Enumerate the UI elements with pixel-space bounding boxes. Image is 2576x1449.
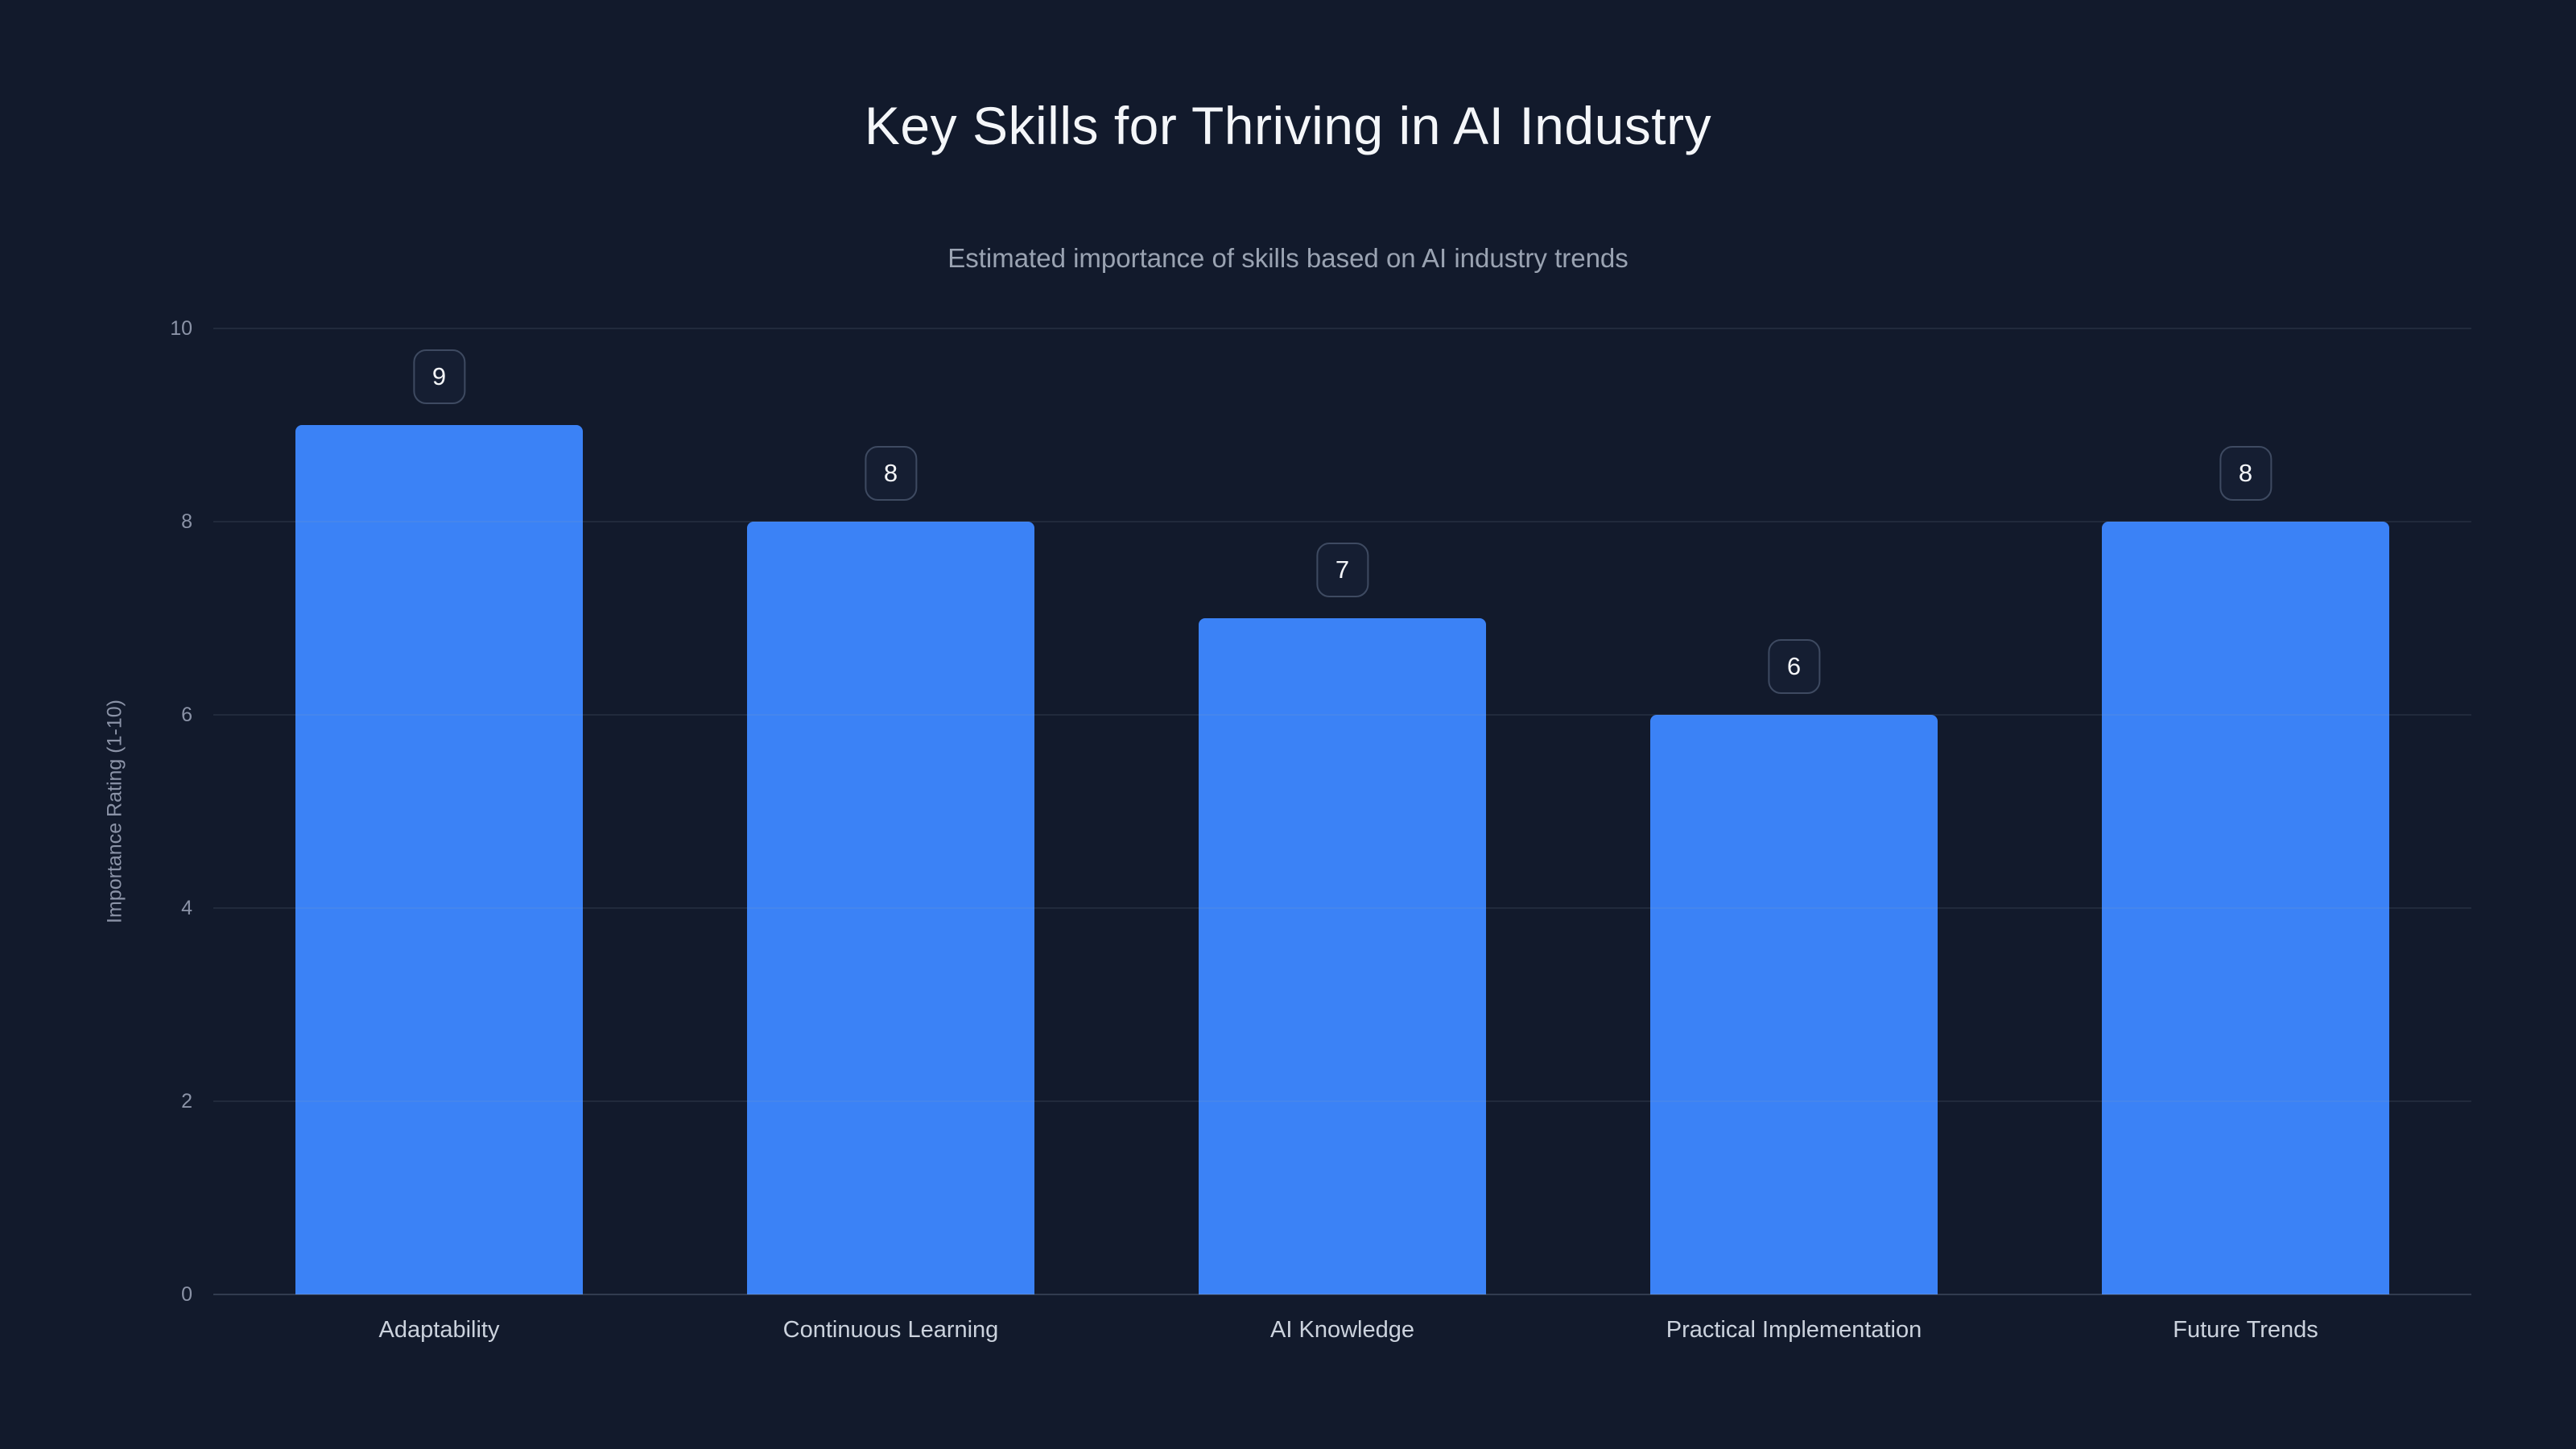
value-badge: 8 xyxy=(864,446,918,501)
y-tick-label: 4 xyxy=(181,897,192,919)
gridline xyxy=(213,521,2471,522)
gridline xyxy=(213,907,2471,909)
gridline xyxy=(213,1100,2471,1102)
x-axis-label: Future Trends xyxy=(2173,1317,2318,1343)
bar-group: 6 xyxy=(1568,328,2020,1294)
bar-group: 8 xyxy=(2020,328,2471,1294)
gridline xyxy=(213,328,2471,329)
y-tick-label: 0 xyxy=(181,1283,192,1306)
bar-group: 7 xyxy=(1117,328,1568,1294)
x-axis-label: Continuous Learning xyxy=(782,1317,999,1343)
y-tick-label: 2 xyxy=(181,1090,192,1113)
value-badge: 9 xyxy=(412,349,466,404)
bar-group: 8 xyxy=(665,328,1117,1294)
plot-area: 9 8 7 6 8 0 2 4 6 8 10 xyxy=(170,317,2471,1306)
bar-adaptability xyxy=(295,425,583,1294)
value-badge: 7 xyxy=(1315,543,1369,597)
value-badge: 6 xyxy=(1767,639,1821,694)
x-axis-label: Practical Implementation xyxy=(1666,1317,1922,1343)
bar-practical-implementation xyxy=(1650,715,1938,1294)
chart-subtitle: Estimated importance of skills based on … xyxy=(947,243,1629,273)
y-tick-label: 6 xyxy=(181,704,192,726)
gridline xyxy=(213,714,2471,716)
x-axis-label: AI Knowledge xyxy=(1270,1317,1414,1343)
bar-group: 9 xyxy=(213,328,665,1294)
bar-future-trends xyxy=(2102,522,2389,1294)
value-badge: 8 xyxy=(2219,446,2273,501)
chart-title: Key Skills for Thriving in AI Industry xyxy=(864,96,1712,155)
y-tick-label: 10 xyxy=(170,317,192,340)
bars-row: 9 8 7 6 8 xyxy=(213,328,2471,1294)
y-tick-label: 8 xyxy=(181,510,192,533)
x-axis-labels: Adaptability Continuous Learning AI Knowle… xyxy=(213,1317,2471,1344)
x-axis-label: Adaptability xyxy=(378,1317,500,1343)
bar-ai-knowledge xyxy=(1199,618,1486,1294)
y-axis-title: Importance Rating (1-10) xyxy=(103,700,126,923)
bar-continuous-learning xyxy=(747,522,1034,1294)
gridline xyxy=(213,1294,2471,1295)
